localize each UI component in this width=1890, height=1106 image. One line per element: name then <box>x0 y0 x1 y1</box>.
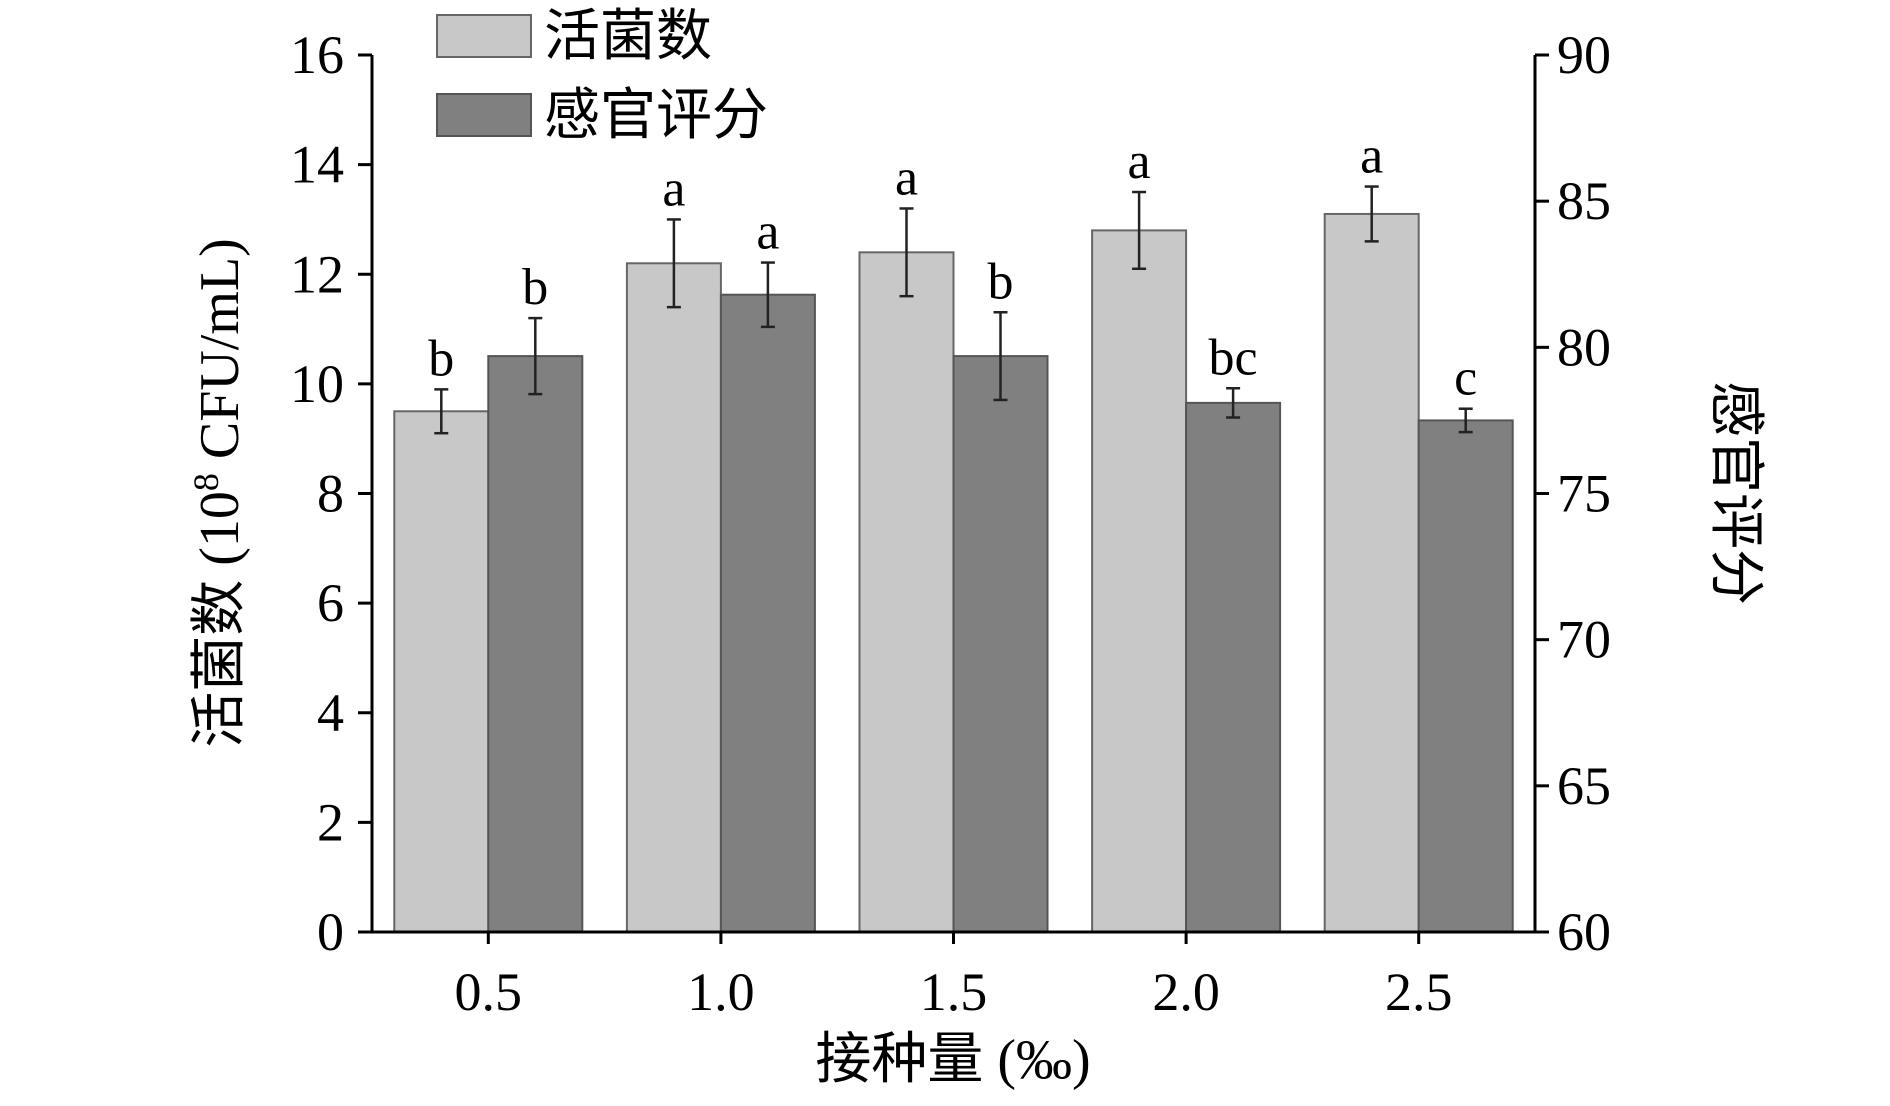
x-tick-label: 2.5 <box>1385 962 1453 1022</box>
right-y-tick-label: 70 <box>1557 610 1611 670</box>
bar-sensory-score <box>487 355 584 933</box>
right-y-ticks: 60 65 70 75 80 85 90 <box>1535 25 1611 962</box>
x-tick-label: 2.0 <box>1152 962 1220 1022</box>
significance-label-sensory-score: b <box>988 253 1014 310</box>
legend-label-viable-count: 活菌数 <box>544 6 712 68</box>
significance-labels-layer: b b a a a b a bc a c <box>428 128 1477 407</box>
legend-swatch-sensory-score <box>436 93 532 137</box>
significance-label-sensory-score: c <box>1454 350 1477 407</box>
x-tick-label: 0.5 <box>455 962 523 1022</box>
right-y-tick-label: 90 <box>1557 25 1611 85</box>
left-y-ticks: 0 2 4 6 8 10 12 14 16 <box>290 25 372 962</box>
legend: 活菌数 感官评分 <box>436 6 768 147</box>
bars-layer <box>393 212 1514 934</box>
left-y-axis-title: 活菌数 (108 CFU/mL) <box>186 238 251 748</box>
significance-label-viable-count: a <box>895 149 918 206</box>
significance-label-viable-count: b <box>428 330 454 387</box>
left-y-tick-label: 16 <box>290 25 344 85</box>
legend-label-sensory-score: 感官评分 <box>544 85 768 147</box>
bar-viable-count <box>393 410 490 933</box>
left-y-tick-label: 10 <box>290 354 344 414</box>
x-ticks: 0.5 1.0 1.5 2.0 2.5 <box>455 932 1453 1022</box>
right-y-tick-label: 60 <box>1557 902 1611 962</box>
left-y-tick-label: 0 <box>317 902 344 962</box>
right-y-axis-title: 感官评分 <box>1704 381 1766 605</box>
significance-label-viable-count: a <box>1128 133 1151 190</box>
bar-sensory-score <box>719 293 816 934</box>
x-tick-label: 1.0 <box>687 962 755 1022</box>
left-y-tick-label: 12 <box>290 244 344 304</box>
bar-viable-count <box>625 262 722 934</box>
left-y-axis-title-suffix: CFU/mL) <box>189 238 251 473</box>
left-y-tick-label: 4 <box>317 683 344 743</box>
left-y-tick-label: 6 <box>317 573 344 633</box>
bar-viable-count <box>1323 212 1420 934</box>
error-bars-layer <box>434 185 1473 435</box>
bar-sensory-score <box>1417 419 1514 933</box>
bar-sensory-score <box>952 355 1049 933</box>
right-y-tick-label: 75 <box>1557 464 1611 524</box>
significance-label-sensory-score: a <box>756 204 779 261</box>
legend-swatch-viable-count <box>436 14 532 58</box>
significance-label-sensory-score: b <box>522 259 548 316</box>
left-y-axis-title-prefix: 活菌数 (10 <box>189 491 251 748</box>
right-y-tick-label: 65 <box>1557 756 1611 816</box>
bar-viable-count <box>858 251 955 933</box>
right-y-tick-label: 85 <box>1557 171 1611 231</box>
significance-label-viable-count: a <box>1360 128 1383 185</box>
left-y-axis-title-superscript: 8 <box>186 473 226 491</box>
left-y-tick-label: 14 <box>290 135 344 195</box>
bar-sensory-score <box>1185 401 1282 934</box>
right-y-tick-label: 80 <box>1557 317 1611 377</box>
left-y-tick-label: 2 <box>317 792 344 852</box>
left-y-tick-label: 8 <box>317 464 344 524</box>
x-axis-title: 接种量 (‰) <box>815 1029 1090 1091</box>
significance-label-sensory-score: bc <box>1209 329 1258 386</box>
significance-label-viable-count: a <box>662 160 685 217</box>
x-tick-label: 1.5 <box>920 962 988 1022</box>
bar-viable-count <box>1091 229 1188 933</box>
